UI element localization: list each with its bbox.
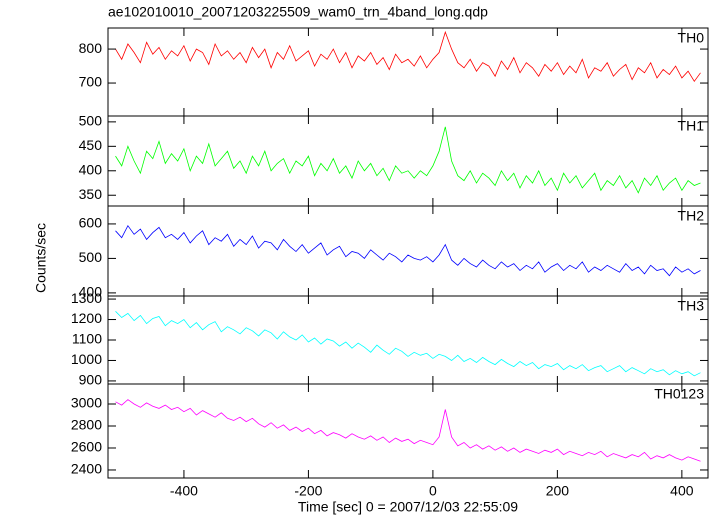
y-tick-label: 450 — [79, 137, 103, 153]
x-tick-label: -400 — [170, 483, 198, 499]
chart-title: ae102010010_20071203225509_wam0_trn_4ban… — [108, 4, 488, 20]
panel-label: TH0123 — [654, 386, 704, 402]
y-tick-label: 2800 — [71, 417, 102, 433]
y-axis-label: Counts/sec — [33, 223, 49, 293]
x-tick-label: -200 — [294, 483, 322, 499]
panel-frame — [107, 115, 709, 207]
panel-frame — [107, 295, 709, 385]
x-tick-label: 200 — [546, 483, 570, 499]
data-line — [115, 30, 701, 83]
panel-frame — [107, 205, 709, 297]
panel-frame — [107, 27, 709, 117]
panel-label: TH1 — [678, 118, 705, 134]
data-line — [115, 126, 701, 194]
y-tick-label: 2400 — [71, 461, 102, 477]
panel-frame — [107, 383, 709, 479]
y-tick-label: 1100 — [72, 331, 102, 347]
data-line — [115, 399, 701, 462]
y-tick-label: 3000 — [71, 395, 102, 411]
x-axis-label: Time [sec] 0 = 2007/12/03 22:55:09 — [298, 499, 518, 515]
y-tick-label: 1200 — [71, 310, 102, 326]
y-tick-label: 400 — [79, 161, 103, 177]
y-tick-label: 1300 — [71, 290, 102, 306]
y-tick-label: 700 — [79, 74, 103, 90]
y-tick-label: 900 — [79, 372, 103, 388]
panel-label: TH3 — [678, 298, 705, 314]
y-tick-label: 400 — [79, 284, 103, 300]
data-line — [115, 311, 701, 377]
y-tick-label: 800 — [79, 40, 103, 56]
y-tick-label: 2600 — [71, 439, 102, 455]
x-tick-label: 400 — [670, 483, 694, 499]
x-tick-label: 0 — [429, 483, 437, 499]
y-tick-label: 500 — [79, 249, 103, 265]
panel-label: TH0 — [678, 30, 705, 46]
y-tick-label: 350 — [79, 186, 103, 202]
y-tick-label: 500 — [79, 113, 103, 129]
y-tick-label: 600 — [79, 215, 103, 231]
data-line — [115, 224, 701, 277]
y-tick-label: 1000 — [71, 351, 102, 367]
panel-label: TH2 — [678, 208, 705, 224]
